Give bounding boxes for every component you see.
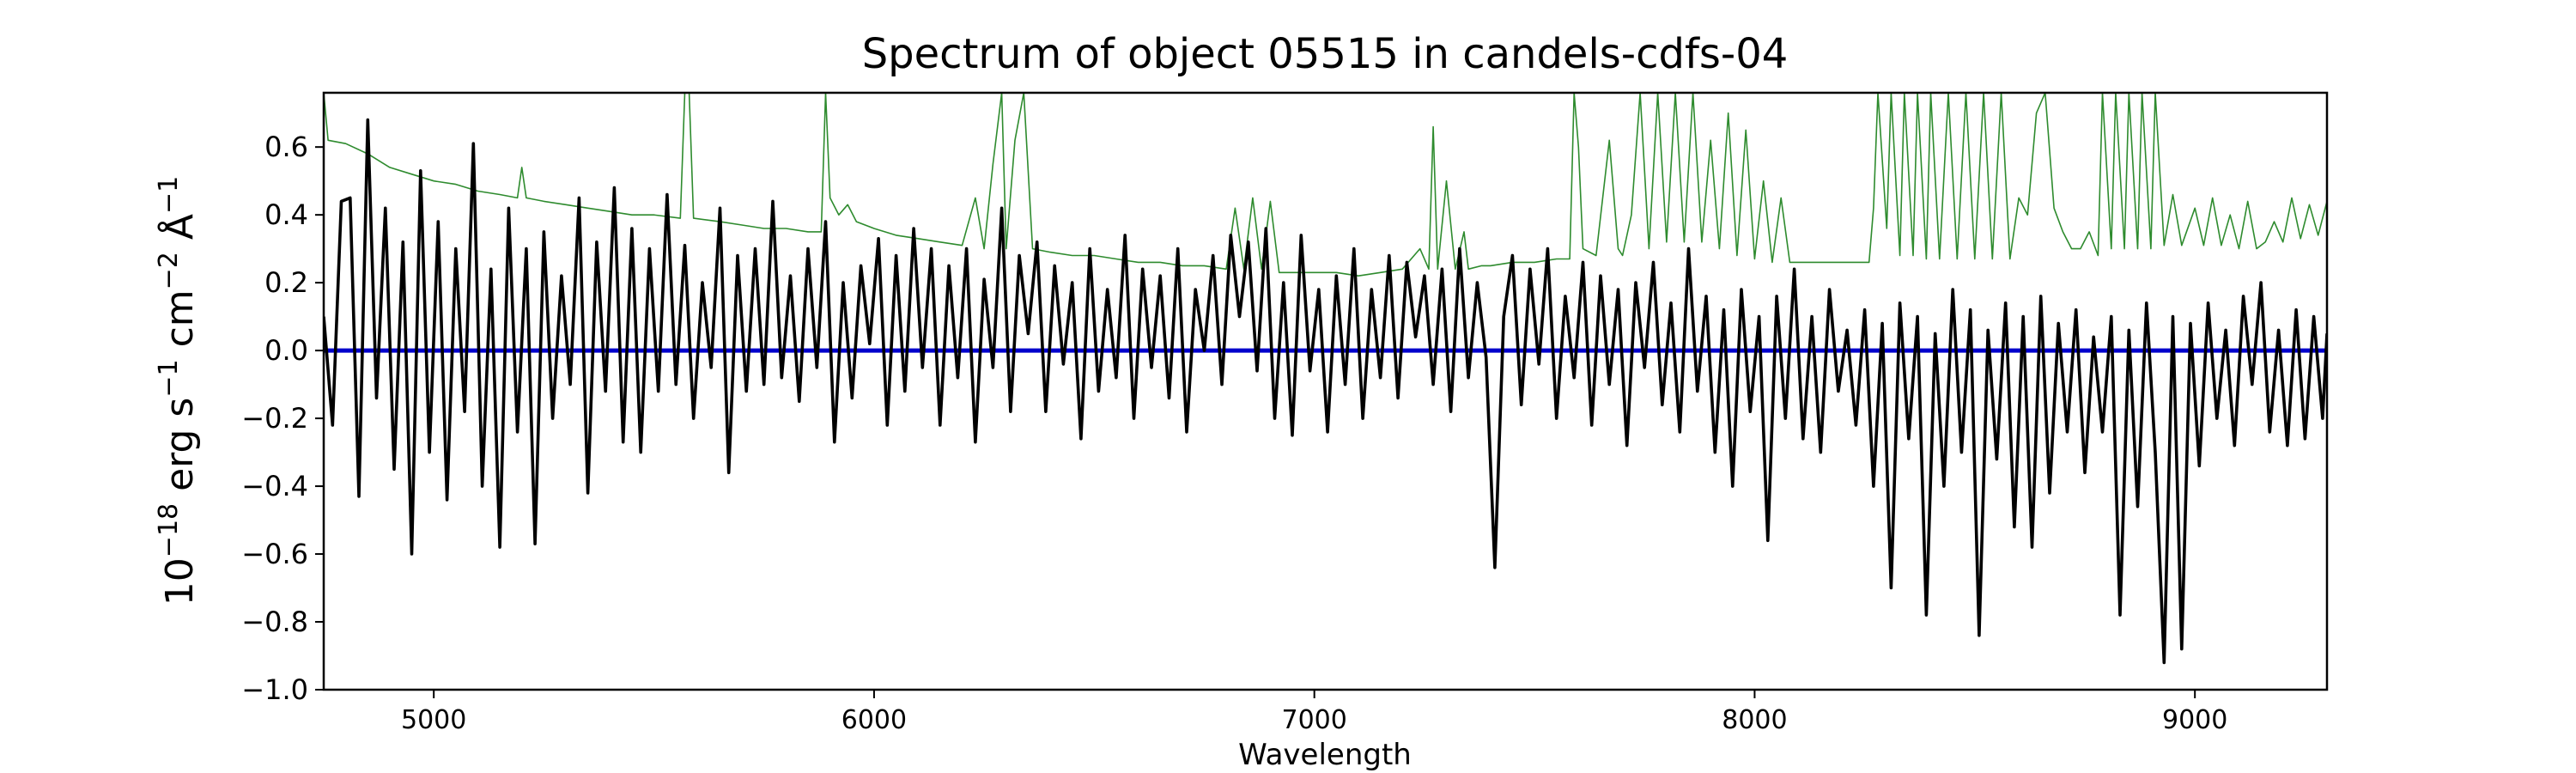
x-tick-label: 5000 <box>401 705 466 735</box>
y-label-base: 10 <box>158 557 202 606</box>
y-tick-label: −1.0 <box>241 673 308 706</box>
x-tick-label: 7000 <box>1282 705 1347 735</box>
y-tick-label: −0.4 <box>241 470 308 502</box>
chart-title: Spectrum of object 05515 in candels-cdfs… <box>862 30 1789 78</box>
y-label-exp1: −18 <box>154 503 184 557</box>
y-label-unit1: erg s <box>158 398 202 503</box>
y-axis: −1.0 −0.8 −0.6 −0.4 −0.2 0.0 0.2 0.4 0.6 <box>241 131 324 706</box>
plot-frame <box>322 91 2329 691</box>
x-tick-label: 9000 <box>2162 705 2227 735</box>
y-label-unit2: cm <box>158 289 202 359</box>
y-tick-label: −0.8 <box>241 606 308 638</box>
flux-series-line <box>324 118 2327 665</box>
y-label-exp3: −2 <box>154 252 184 289</box>
x-axis: 5000 6000 7000 8000 9000 <box>401 690 2227 735</box>
y-label-exp4: −1 <box>154 176 184 214</box>
plot-area <box>322 91 2329 691</box>
x-axis-label: Wavelength <box>1238 738 1412 772</box>
x-tick-label: 6000 <box>841 705 907 735</box>
error-series-line <box>324 93 2327 277</box>
y-axis-label: 10−18 erg s−1 cm−2 Å−1 <box>154 176 202 606</box>
y-tick-label: 0.2 <box>264 266 308 299</box>
y-tick-label: −0.2 <box>241 402 308 435</box>
series-layer <box>324 93 2327 665</box>
y-label-unit3: Å <box>156 214 202 252</box>
y-tick-label: 0.4 <box>264 198 308 231</box>
y-tick-label: 0.6 <box>264 131 308 163</box>
y-label-exp2: −1 <box>154 359 184 397</box>
y-tick-label: 0.0 <box>264 334 308 367</box>
y-tick-label: −0.6 <box>241 538 308 570</box>
x-tick-label: 8000 <box>1722 705 1787 735</box>
